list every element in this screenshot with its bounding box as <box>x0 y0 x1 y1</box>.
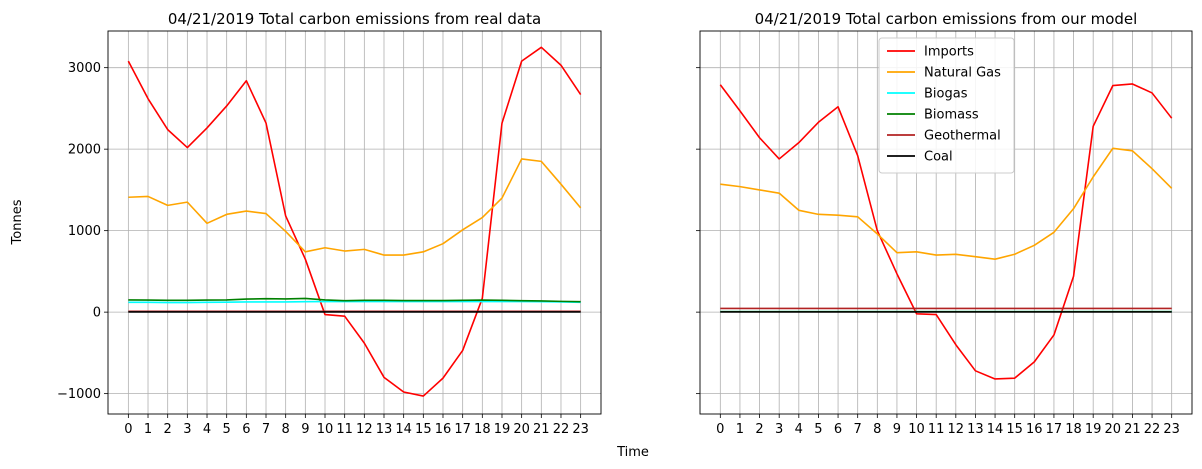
x-tick-label: 16 <box>1026 422 1043 437</box>
legend-label: Coal <box>924 150 953 165</box>
chart-title-model: 04/21/2019 Total carbon emissions from o… <box>755 10 1138 28</box>
x-tick-label: 4 <box>203 422 211 437</box>
legend-label: Natural Gas <box>924 66 1001 81</box>
x-tick-label: 17 <box>1046 422 1063 437</box>
y-tick-label: 1000 <box>68 224 101 239</box>
x-tick-label: 12 <box>356 422 373 437</box>
x-tick-label: 9 <box>893 422 901 437</box>
x-tick-label: 12 <box>948 422 965 437</box>
axes-frame <box>699 30 1193 415</box>
x-tick-label: 13 <box>967 422 984 437</box>
x-tick-label: 1 <box>144 422 152 437</box>
chart-real-data: 04/21/2019 Total carbon emissions from r… <box>57 10 602 437</box>
legend-label: Biogas <box>924 87 968 102</box>
x-tick-label: 7 <box>854 422 862 437</box>
y-axis-label: Tonnes <box>10 199 25 245</box>
x-tick-label: 1 <box>736 422 744 437</box>
x-tick-label: 19 <box>1085 422 1102 437</box>
x-tick-label: 5 <box>814 422 822 437</box>
x-tick-label: 23 <box>1163 422 1180 437</box>
x-tick-label: 7 <box>262 422 270 437</box>
x-tick-label: 18 <box>1065 422 1082 437</box>
x-tick-label: 14 <box>395 422 412 437</box>
x-tick-label: 5 <box>223 422 231 437</box>
x-tick-label: 21 <box>1124 422 1141 437</box>
x-tick-label: 11 <box>928 422 945 437</box>
x-tick-label: 15 <box>415 422 432 437</box>
x-tick-label: 16 <box>435 422 452 437</box>
axes-frame <box>107 30 602 415</box>
x-tick-label: 2 <box>164 422 172 437</box>
x-tick-label: 3 <box>183 422 191 437</box>
chart-title-real: 04/21/2019 Total carbon emissions from r… <box>168 10 541 28</box>
chart-model: 04/21/2019 Total carbon emissions from o… <box>696 10 1193 437</box>
x-tick-label: 3 <box>775 422 783 437</box>
x-tick-label: 9 <box>301 422 309 437</box>
series-line-biomass <box>128 297 581 303</box>
x-tick-label: 21 <box>533 422 550 437</box>
x-tick-label: 0 <box>716 422 724 437</box>
series-line-natural-gas <box>128 158 582 256</box>
series-line-natural-gas <box>720 147 1173 260</box>
x-tick-label: 6 <box>242 422 250 437</box>
x-tick-label: 18 <box>474 422 491 437</box>
y-tick-label: 0 <box>93 306 101 321</box>
x-tick-label: 19 <box>494 422 511 437</box>
x-tick-label: 13 <box>376 422 393 437</box>
x-axis-label: Time <box>616 445 649 460</box>
x-tick-label: 4 <box>795 422 803 437</box>
x-tick-label: 0 <box>124 422 132 437</box>
legend-label: Imports <box>924 45 974 60</box>
legend-label: Biomass <box>924 108 979 123</box>
x-tick-label: 2 <box>755 422 763 437</box>
x-tick-label: 8 <box>873 422 881 437</box>
series-line-imports <box>719 83 1173 380</box>
x-tick-label: 22 <box>553 422 570 437</box>
x-tick-label: 14 <box>987 422 1004 437</box>
legend-label: Geothermal <box>924 129 1001 144</box>
x-tick-label: 17 <box>454 422 471 437</box>
x-tick-label: 8 <box>282 422 290 437</box>
x-tick-label: 10 <box>317 422 334 437</box>
x-tick-label: 22 <box>1144 422 1161 437</box>
legend: Imports Natural Gas Biogas Biomass Geotherma… <box>878 37 1015 174</box>
series-line-imports <box>127 46 582 397</box>
series-line-biogas <box>128 300 581 304</box>
x-tick-label: 11 <box>336 422 353 437</box>
x-tick-label: 20 <box>513 422 530 437</box>
y-tick-label: 3000 <box>68 61 101 76</box>
x-tick-label: 10 <box>908 422 925 437</box>
x-tick-label: 6 <box>834 422 842 437</box>
y-tick-label: 2000 <box>68 143 101 158</box>
y-tick-label: −1000 <box>57 387 101 402</box>
x-tick-label: 23 <box>572 422 589 437</box>
x-tick-label: 15 <box>1006 422 1023 437</box>
x-tick-label: 20 <box>1105 422 1122 437</box>
